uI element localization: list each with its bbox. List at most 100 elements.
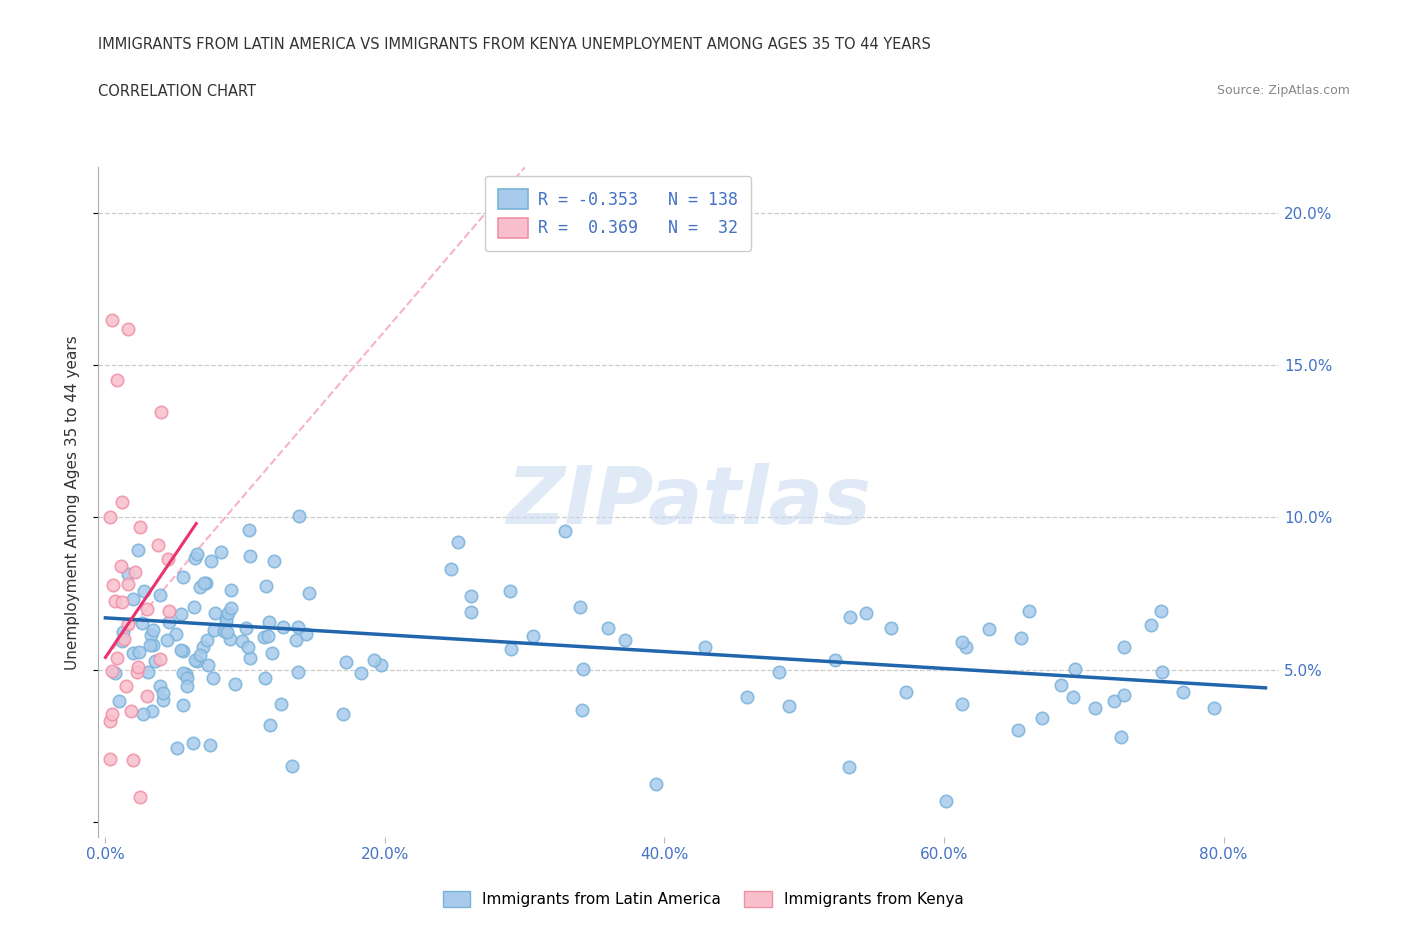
Y-axis label: Unemployment Among Ages 35 to 44 years: Unemployment Among Ages 35 to 44 years [65,335,80,670]
Point [215,614,238,629]
Point [149,651,172,666]
Point [197,632,219,647]
Point [141,627,163,642]
Point [1010,631,1032,646]
Point [117,577,139,591]
Point [350,666,373,681]
Point [143,654,166,669]
Point [121,645,143,660]
Point [104,594,127,609]
Point [253,630,276,644]
Point [195,576,218,591]
Point [838,760,860,775]
Point [499,641,522,656]
Point [150,405,173,419]
Point [614,632,637,647]
Point [254,671,277,685]
Point [256,578,278,593]
Point [190,647,212,662]
Point [1171,684,1194,699]
Point [235,621,257,636]
Point [101,312,124,327]
Point [197,658,219,672]
Point [117,617,139,631]
Point [259,717,281,732]
Point [132,707,155,722]
Point [204,605,226,620]
Point [101,578,124,592]
Point [152,685,174,700]
Point [363,653,385,668]
Point [460,604,482,619]
Point [105,651,128,666]
Point [136,664,159,679]
Point [176,671,198,685]
Point [165,626,187,641]
Point [193,576,215,591]
Point [236,640,259,655]
Point [104,666,127,681]
Point [1140,618,1163,632]
Point [172,698,194,712]
Point [335,655,357,670]
Point [117,566,139,581]
Point [1114,687,1136,702]
Point [215,610,238,625]
Text: ZIPatlas: ZIPatlas [506,463,872,541]
Point [125,665,148,680]
Point [221,600,243,615]
Point [139,638,162,653]
Point [156,632,179,647]
Point [894,684,917,699]
Point [273,619,295,634]
Point [127,542,149,557]
Point [287,665,309,680]
Point [1102,693,1125,708]
Point [1084,700,1107,715]
Point [117,321,139,336]
Point [855,605,877,620]
Point [260,645,283,660]
Point [186,653,208,668]
Point [111,495,134,510]
Point [115,679,138,694]
Point [571,703,593,718]
Point [136,688,159,703]
Point [172,569,194,584]
Point [259,615,281,630]
Point [554,524,576,538]
Point [1150,604,1173,618]
Point [186,547,208,562]
Point [285,632,308,647]
Point [880,620,903,635]
Point [1031,711,1053,725]
Point [149,588,172,603]
Point [181,736,204,751]
Point [111,634,134,649]
Point [231,633,253,648]
Point [217,605,239,620]
Point [1202,700,1225,715]
Point [238,523,260,538]
Point [112,631,135,646]
Point [142,638,165,653]
Point [1050,678,1073,693]
Legend: R = -0.353   N = 138, R =  0.369   N =  32: R = -0.353 N = 138, R = 0.369 N = 32 [485,176,751,251]
Point [298,586,321,601]
Point [522,629,544,644]
Point [124,565,146,579]
Point [281,758,304,773]
Point [263,553,285,568]
Point [128,519,150,534]
Point [735,690,758,705]
Point [498,583,520,598]
Point [778,698,800,713]
Text: IMMIGRANTS FROM LATIN AMERICA VS IMMIGRANTS FROM KENYA UNEMPLOYMENT AMONG AGES 3: IMMIGRANTS FROM LATIN AMERICA VS IMMIGRA… [98,37,931,52]
Point [122,752,145,767]
Point [212,624,235,639]
Point [121,591,143,606]
Point [1152,665,1174,680]
Point [332,707,354,722]
Point [572,661,595,676]
Point [134,583,156,598]
